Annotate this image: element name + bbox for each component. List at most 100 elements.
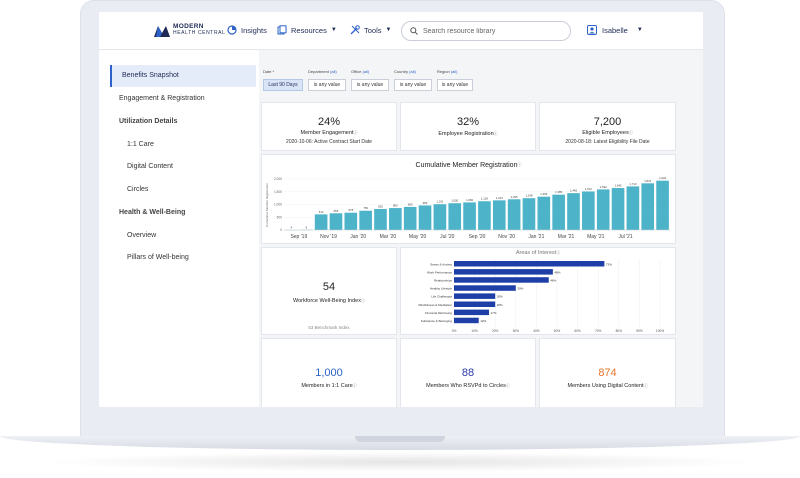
bar — [454, 269, 553, 275]
bar-value-label: 1,710 — [629, 182, 636, 186]
filter-date-select[interactable]: Last 90 Days — [263, 79, 303, 91]
x-tick-label: 70% — [595, 329, 602, 333]
bar — [478, 201, 491, 230]
bar — [454, 277, 549, 283]
info-icon[interactable]: ⓘ — [360, 298, 365, 303]
bar-value-label: 1,445 — [570, 189, 577, 193]
logo-text: MODERN HEALTH CENTRAL — [173, 23, 225, 37]
y-tick-label: 1,500 — [274, 190, 282, 194]
filter-country-select[interactable]: is any value — [394, 79, 432, 91]
filter-region-select[interactable]: is any value — [437, 79, 473, 91]
search-input[interactable] — [423, 27, 563, 35]
filter-department-select[interactable]: is any value — [308, 79, 346, 91]
sidebar-item-benefits-snapshot[interactable]: Benefits Snapshot — [110, 65, 256, 87]
sidebar-item-engagement-registration[interactable]: Engagement & Registration — [119, 95, 205, 102]
filter-date-label: Date * — [263, 69, 275, 74]
digital-content-card: 874 Members Using Digital Contentⓘ — [539, 338, 676, 407]
kpi-eligible-employees-card: 7,200 Eligible Employeesⓘ 2020-08-18: La… — [539, 102, 676, 151]
x-tick-label: Jul '21 — [618, 234, 633, 240]
bar — [454, 261, 605, 267]
category-label: Life Challenges — [431, 295, 452, 299]
sidebar-section-health-well-being[interactable]: Health & Well-Being — [119, 209, 186, 216]
user-menu[interactable]: Isabelle ▼ — [587, 25, 643, 35]
bar-value-label: 73% — [606, 262, 612, 266]
x-tick-label: Nov '19 — [320, 234, 337, 240]
bar-value-label: 1,645 — [615, 184, 622, 188]
nav-tools-label: Tools — [364, 25, 382, 35]
main-content: Date * Last 90 Days Department (all) is … — [259, 50, 703, 407]
sidebar-section-utilization-details[interactable]: Utilization Details — [119, 118, 178, 125]
bar-value-label: 678 — [348, 208, 353, 212]
logo[interactable]: MODERN HEALTH CENTRAL — [154, 23, 225, 37]
x-tick-label: Jan '21 — [528, 234, 544, 240]
wellbeing-benchmark: 53 Benchmark Index — [308, 325, 350, 330]
info-icon[interactable]: ⓘ — [493, 131, 498, 136]
nav-tools[interactable]: Tools ▼ — [350, 25, 391, 35]
kpi-employee-registration-value: 32% — [456, 116, 480, 128]
filter-office-select[interactable]: is any value — [351, 79, 389, 91]
bar-value-label: 963 — [423, 201, 428, 205]
bar — [454, 293, 496, 299]
sidebar-item-pillars-of-well-being[interactable]: Pillars of Well-being — [127, 254, 189, 261]
nav-resources[interactable]: Resources ▼ — [277, 25, 337, 35]
filter-office-label: Office (all) — [351, 69, 370, 74]
user-icon — [587, 25, 597, 35]
kpi-employee-registration-card: 32% Employee Registrationⓘ — [400, 102, 536, 151]
info-icon[interactable]: ⓘ — [628, 130, 633, 135]
documents-icon — [277, 25, 287, 35]
bar — [552, 194, 565, 230]
sidebar-item-circles[interactable]: Circles — [127, 186, 149, 193]
bar — [418, 205, 432, 230]
bar — [611, 188, 625, 230]
bar — [359, 210, 372, 230]
info-icon[interactable]: ⓘ — [505, 383, 510, 388]
category-label: Substance & Belonging — [421, 319, 453, 323]
logo-mark-icon — [154, 26, 170, 37]
wellbeing-value: 54 — [322, 281, 336, 293]
bar-value-label: 1,512 — [585, 187, 592, 191]
bar — [389, 208, 402, 230]
sidebar-item-overview[interactable]: Overview — [127, 232, 157, 239]
info-icon[interactable]: ⓘ — [517, 162, 522, 167]
kpi-member-engagement-value: 24% — [317, 116, 341, 128]
registration-chart: Cumulative Member Registration 2,000 1,500… — [265, 176, 670, 240]
x-tick-label: 20% — [492, 329, 499, 333]
x-tick-label: Jan '20 — [350, 234, 366, 240]
info-icon[interactable]: ⓘ — [352, 383, 357, 388]
bar-value-label: 1,248 — [525, 194, 532, 198]
bar — [454, 285, 516, 291]
bar — [374, 208, 387, 230]
sidebar-item-digital-content[interactable]: Digital Content — [127, 163, 173, 170]
info-icon[interactable]: ⓘ — [643, 383, 648, 388]
info-icon[interactable]: ⓘ — [556, 250, 561, 255]
digital-content-label: Members Using Digital Contentⓘ — [567, 383, 648, 389]
kpi-employee-registration-label: Employee Registrationⓘ — [438, 131, 498, 137]
x-tick-label: 50% — [554, 329, 561, 333]
registration-chart-title: Cumulative Member Registrationⓘ — [415, 162, 522, 169]
kpi-eligible-employees-value: 7,200 — [593, 116, 622, 128]
y-tick-label: 1,000 — [274, 203, 282, 207]
logo-line-2: HEALTH CENTRAL — [173, 30, 226, 36]
kpi-member-engagement-card: 24% Member Engagementⓘ 2020-10-06: Activ… — [261, 102, 397, 151]
circles-rsvp-label: Members Who RSVPd to Circlesⓘ — [426, 383, 510, 389]
y-axis-label: Cumulative Member Registration — [265, 183, 269, 227]
wellbeing-label: Workforce Well-Being Indexⓘ — [293, 298, 365, 304]
x-tick-label: 90% — [636, 329, 643, 333]
nav-insights-label: Insights — [241, 25, 267, 35]
top-navigation: MODERN HEALTH CENTRAL Insights Resources… — [99, 12, 703, 50]
info-icon[interactable]: ⓘ — [353, 130, 358, 135]
filter-department-label: Department (all) — [308, 69, 337, 74]
sidebar-item-1-1-care[interactable]: 1:1 Care — [127, 141, 154, 148]
laptop-notch — [355, 436, 445, 442]
x-tick-label: May '20 — [409, 234, 427, 240]
bar-value-label: 1,592 — [600, 185, 607, 189]
circles-rsvp-value: 88 — [461, 367, 475, 379]
circles-rsvp-card: 88 Members Who RSVPd to Circlesⓘ — [400, 338, 536, 407]
care-members-value: 1,000 — [315, 367, 343, 379]
areas-of-interest-chart: 0% 10% 20% 30% 40% 50% 60% 70% 80% 90% 100% % of Me… — [418, 259, 664, 334]
search-bar[interactable] — [401, 21, 571, 41]
nav-insights[interactable]: Insights — [227, 25, 267, 35]
x-tick-label: May '21 — [587, 234, 605, 240]
bar — [454, 301, 496, 307]
bar — [448, 203, 462, 230]
